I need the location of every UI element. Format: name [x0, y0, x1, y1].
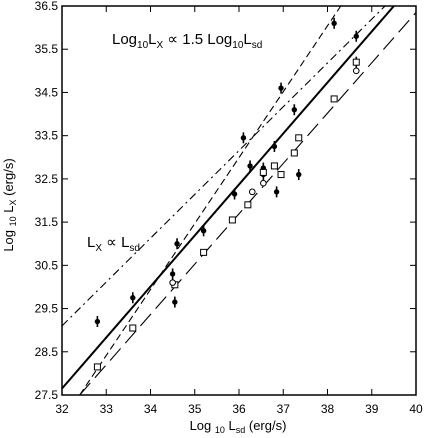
point-square [93, 363, 101, 371]
annotation-left: LX ∝ Lsd [87, 234, 140, 254]
point-filled [353, 33, 359, 39]
fit-line-dash-dot [61, 5, 386, 327]
point-square [200, 248, 208, 256]
point-square [295, 134, 303, 142]
y-tick-label: 30.5 [35, 258, 59, 272]
annotation-top: Log10LX ∝ 1.5 Log10Lsd [112, 31, 262, 51]
x-tick-label: 34 [144, 402, 158, 416]
x-tick-label: 40 [409, 402, 423, 416]
point-square [129, 324, 137, 332]
y-tick-label: 28.5 [35, 345, 59, 359]
point-open-circle [248, 188, 256, 196]
point-open-circle [352, 67, 360, 75]
point-filled [174, 241, 180, 247]
point-square [259, 168, 267, 176]
fit-lines [61, 5, 417, 396]
x-tick-label: 38 [321, 402, 335, 416]
point-filled [296, 171, 302, 178]
point-filled [273, 189, 280, 195]
point-square [270, 162, 278, 170]
x-tick-label: 37 [277, 402, 291, 416]
point-square [244, 201, 252, 209]
x-tick-label: 33 [100, 402, 114, 416]
y-axis-title: Log 10 LX (erg/s) [1, 158, 18, 251]
x-tick-label: 35 [188, 402, 202, 416]
point-filled [130, 295, 136, 301]
point-filled [169, 271, 176, 277]
point-square [330, 95, 338, 103]
point-square [290, 149, 298, 157]
y-tick-label: 35.5 [35, 42, 59, 56]
plot-frame [61, 5, 417, 396]
point-filled [240, 135, 247, 141]
y-tick-label: 32.5 [35, 172, 59, 186]
x-axis-title: Log 10 Lsd (erg/s) [190, 418, 287, 435]
point-square [352, 58, 360, 66]
axis-ticks [61, 5, 417, 396]
point-filled [94, 318, 101, 325]
point-filled [172, 299, 178, 305]
point-open-circle [169, 279, 176, 286]
x-tick-label: 32 [55, 402, 69, 416]
point-open-circle [260, 179, 267, 187]
x-tick-label: 36 [232, 402, 246, 416]
y-tick-label: 36.5 [35, 0, 59, 13]
point-filled [291, 107, 298, 113]
fit-line-solid [61, 5, 395, 390]
data-points [93, 17, 360, 371]
fit-line-short-dash [79, 5, 342, 396]
y-tick-label: 27.5 [35, 388, 59, 402]
x-tick-label: 39 [365, 402, 379, 416]
y-tick-label: 29.5 [35, 302, 59, 316]
point-square [277, 171, 285, 179]
point-filled [331, 20, 337, 26]
y-tick-label: 33.5 [35, 129, 59, 143]
point-filled [271, 143, 278, 150]
point-filled [278, 85, 284, 91]
point-filled [200, 228, 207, 234]
y-tick-label: 31.5 [35, 215, 59, 229]
y-tick-label: 34.5 [35, 85, 59, 99]
point-square [228, 216, 236, 224]
point-filled [247, 163, 253, 169]
tick-labels: 32 33 34 35 36 37 38 39 40 27.5 28.5 29.5 30.5 31.5 32… [35, 0, 423, 416]
point-filled [231, 191, 238, 197]
